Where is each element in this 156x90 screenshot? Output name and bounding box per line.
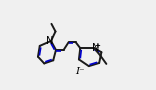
Text: +: + [95,43,101,49]
Text: N: N [92,43,99,53]
Text: I⁻: I⁻ [76,67,85,76]
Text: N: N [46,35,53,46]
